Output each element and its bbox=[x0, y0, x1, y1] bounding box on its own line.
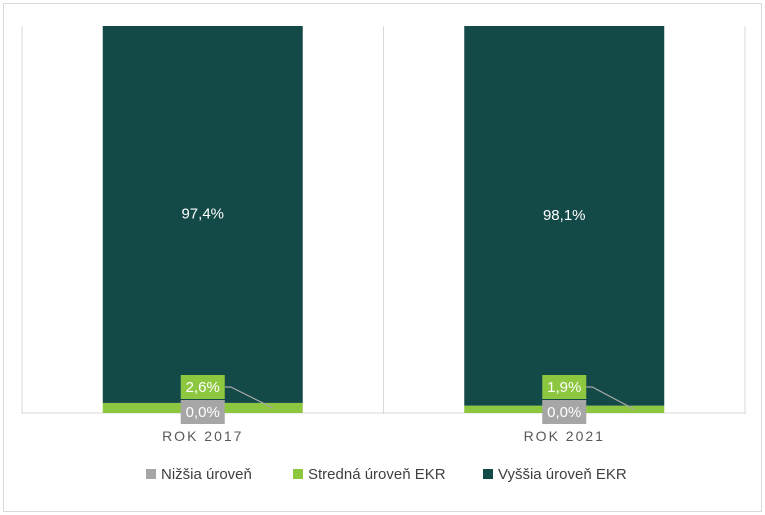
data-label: 0,0% bbox=[547, 404, 581, 421]
legend-swatch-stredna-uroven-ekr bbox=[293, 469, 303, 479]
legend-label: Nižšia úroveň bbox=[161, 466, 252, 483]
category-label: ROK 2021 bbox=[524, 428, 605, 444]
stacked-bar-chart: 0,0% 2,6% 97,4% ROK 2017 0,0% 1,9% 98,1% ROK 20… bbox=[21, 26, 746, 483]
legend-swatch-vyssia-uroven-ekr bbox=[483, 469, 493, 479]
data-label-box bbox=[542, 400, 587, 424]
chart-frame: 0,0% 2,6% 97,4% ROK 2017 0,0% 1,9% 98,1% ROK 20… bbox=[3, 3, 762, 512]
bar-segment-vyssia-uroven-ekr bbox=[102, 26, 303, 403]
legend-swatch-nizsia-uroven bbox=[146, 469, 156, 479]
data-label: 97,4% bbox=[181, 205, 224, 222]
data-label-box bbox=[180, 375, 225, 399]
data-label: 0,0% bbox=[186, 404, 220, 421]
legend-label: Stredná úroveň EKR bbox=[308, 466, 446, 483]
data-label: 98,1% bbox=[543, 207, 586, 224]
category-label: ROK 2017 bbox=[162, 428, 243, 444]
bar-segment-vyssia-uroven-ekr bbox=[464, 26, 665, 406]
legend-label: Vyššia úroveň EKR bbox=[498, 466, 627, 483]
data-label: 1,9% bbox=[547, 379, 581, 396]
leader-line bbox=[586, 386, 635, 410]
data-label-box bbox=[542, 375, 587, 399]
data-label-box bbox=[180, 400, 225, 424]
leader-line bbox=[224, 386, 274, 409]
data-label: 2,6% bbox=[186, 379, 220, 396]
